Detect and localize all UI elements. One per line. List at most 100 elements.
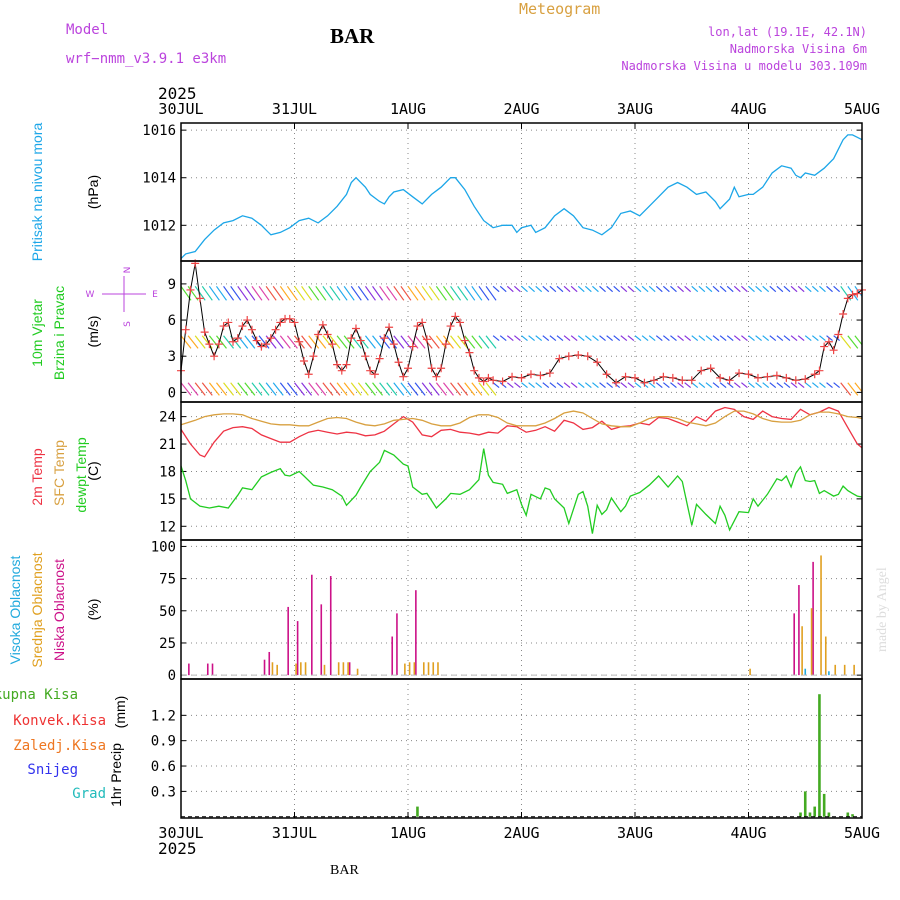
wind-speed-marker	[333, 360, 342, 369]
wind-barb	[840, 335, 852, 349]
wind-barb	[478, 285, 490, 301]
wind-barb	[634, 382, 642, 389]
wind-speed-marker	[295, 337, 304, 346]
wind-speed-marker	[375, 354, 384, 363]
wind-barb	[181, 382, 192, 396]
pressure-panel: 1012 1014 1016 (hPa)	[85, 122, 863, 262]
precip-legend-konvek-kisa: Konvek.Kisa	[13, 713, 106, 729]
temperature-panel: 12 15 18 21 24 (C)	[85, 401, 863, 541]
pressure-series-pritisak-na-nivou-mora	[180, 134, 863, 260]
wind-barb	[726, 382, 734, 389]
clouds-bar	[408, 662, 411, 676]
wind-barb	[570, 335, 578, 342]
clouds-bar	[295, 663, 297, 676]
clouds-ytick-label: 100	[151, 539, 176, 555]
clouds-bar	[348, 662, 351, 676]
wind-speed-marker	[824, 337, 833, 346]
wind-barb	[499, 382, 507, 389]
wind-barb	[464, 382, 476, 396]
precip-units-label: (mm)	[112, 696, 128, 729]
wind-barb	[833, 335, 841, 342]
wind-barb	[301, 382, 313, 396]
precip-ytick-label: 1.2	[151, 708, 176, 724]
wind-barb	[769, 285, 777, 293]
wind-barb	[322, 335, 334, 349]
wind-barb	[641, 285, 649, 293]
wind-barb	[698, 382, 706, 389]
clouds-bar	[432, 662, 435, 676]
wind-barb	[379, 382, 391, 396]
wind-barb	[435, 335, 447, 349]
wind-barb	[556, 285, 564, 293]
clouds-bar	[834, 664, 837, 676]
x-tick-label-bottom: 5AUG	[844, 824, 880, 842]
wind-barb	[499, 335, 507, 342]
clouds-ytick-label: 75	[159, 572, 176, 588]
wind-barb	[258, 335, 270, 349]
wind-barb	[670, 382, 677, 389]
wind-barb	[797, 285, 805, 293]
wind-speed-marker	[252, 336, 261, 345]
wind-speed-marker	[536, 371, 545, 380]
wind-barb	[599, 285, 606, 293]
temperature-series-2m-temp	[180, 406, 863, 458]
clouds-bar	[820, 555, 822, 676]
wind-barb	[301, 335, 313, 349]
wind-barb	[393, 335, 405, 349]
x-tick-label-bottom: 1AUG	[390, 824, 426, 842]
wind-barb	[535, 285, 543, 293]
pressure-ytick-label: 1016	[142, 123, 176, 139]
wind-barb	[492, 285, 500, 293]
wind-speed-marker	[782, 373, 791, 382]
wind-barb	[549, 285, 557, 293]
wind-barb	[442, 335, 454, 349]
wind-rose-east-label: E	[152, 290, 158, 300]
wind-speed-marker	[210, 352, 219, 361]
wind-barb	[584, 335, 592, 342]
wind-speed-marker	[716, 373, 725, 382]
wind-barb	[514, 382, 521, 389]
wind-barb	[670, 335, 677, 342]
clouds-bar	[263, 659, 266, 676]
wind-barb	[457, 285, 469, 301]
wind-barb	[279, 285, 291, 301]
x-tick-label-top: 3AUG	[617, 100, 653, 118]
wind-barb	[613, 285, 621, 293]
wind-barb	[854, 335, 862, 346]
wind-speed-marker	[678, 376, 687, 385]
wind-barb	[187, 335, 199, 349]
wind-rose-north-label: N	[123, 267, 133, 274]
wind-speed-marker	[834, 330, 843, 339]
wind-speed-marker	[772, 371, 781, 380]
wind-barb	[251, 285, 263, 301]
wind-barb	[421, 285, 433, 301]
wind-speed-marker	[370, 370, 379, 379]
wind-barb	[286, 382, 298, 396]
wind-barb	[755, 335, 762, 342]
wind-barb	[528, 382, 535, 389]
wind-speed-marker	[314, 330, 323, 339]
wind-barb	[187, 382, 199, 396]
wind-speed-marker	[195, 294, 204, 303]
clouds-bar	[422, 662, 425, 676]
wind-barb	[790, 335, 798, 342]
wind-barb	[833, 382, 841, 389]
wind-barb	[286, 335, 298, 349]
wind-barb	[698, 285, 706, 293]
wind-speed-marker	[304, 370, 313, 379]
wind-speed-marker	[474, 373, 483, 382]
wind-speed-marker	[238, 322, 247, 331]
clouds-bar	[300, 662, 302, 676]
wind-ylabel-2: Brzina i Pravac	[51, 286, 67, 380]
wind-barb	[613, 335, 621, 342]
wind-barb	[428, 335, 440, 349]
wind-barb	[634, 335, 642, 342]
wind-speed-marker	[631, 373, 639, 382]
temp-ylabel-sfc: SFC Temp	[51, 440, 67, 506]
wind-speed-marker	[337, 366, 346, 375]
clouds-ylabel-high: Visoka Oblacnost	[7, 556, 23, 665]
wind-speed-marker	[848, 290, 857, 299]
wind-barb	[733, 285, 741, 293]
clouds-bar	[413, 662, 416, 676]
